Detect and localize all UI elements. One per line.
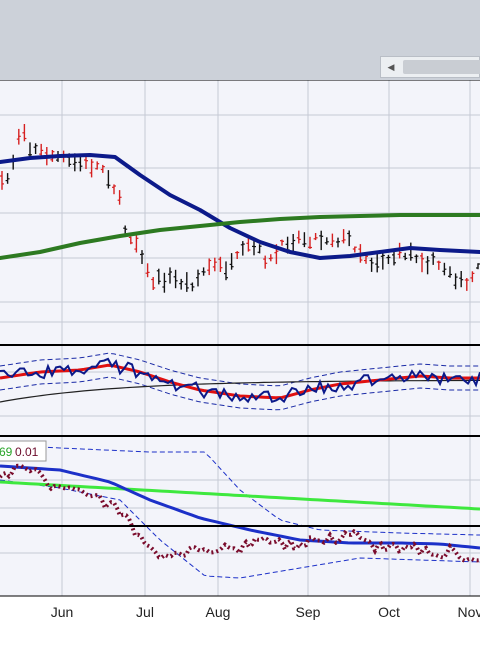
middle-indicator	[0, 352, 480, 411]
lower-green-average	[0, 480, 480, 511]
x-tick-label: Oct	[378, 604, 400, 620]
badge-box	[0, 440, 47, 462]
badge-left-value: 69	[0, 445, 13, 459]
lower-band-upper	[0, 444, 480, 536]
pane-separators	[0, 80, 480, 597]
moving-average-green	[0, 213, 480, 260]
lower-band-lower	[0, 479, 480, 579]
x-tick-label: Jun	[51, 604, 74, 620]
price-bars	[0, 124, 480, 293]
x-tick-label: Jul	[136, 604, 154, 620]
x-tick-label: Aug	[206, 604, 231, 620]
x-axis-area	[0, 596, 480, 650]
x-tick-label: Sep	[296, 604, 321, 620]
stock-chart: 69 0.01 Jun Jul Aug Sep Oct Nov	[0, 80, 480, 650]
scrollbar-thumb[interactable]	[403, 60, 480, 74]
moving-average-blue	[0, 153, 480, 260]
x-tick-label: Nov	[458, 604, 480, 620]
badge-right-value: 0.01	[15, 445, 39, 459]
middle-band-upper	[0, 352, 480, 387]
middle-band-lower	[0, 376, 480, 411]
middle-signal-line	[0, 363, 480, 400]
x-axis-ticks: Jun Jul Aug Sep Oct Nov	[51, 604, 480, 620]
middle-main-line	[0, 357, 480, 404]
caret-left-icon[interactable]: ◀	[387, 61, 395, 72]
lower-dotted-line	[0, 463, 480, 564]
lower-indicator	[0, 444, 480, 579]
lower-blue-average	[0, 464, 480, 550]
price-moving-averages	[0, 153, 480, 260]
horizontal-scrollbar[interactable]: ◀	[380, 56, 480, 78]
middle-long-average	[0, 379, 480, 403]
indicator-value-badge: 69 0.01	[0, 440, 47, 462]
